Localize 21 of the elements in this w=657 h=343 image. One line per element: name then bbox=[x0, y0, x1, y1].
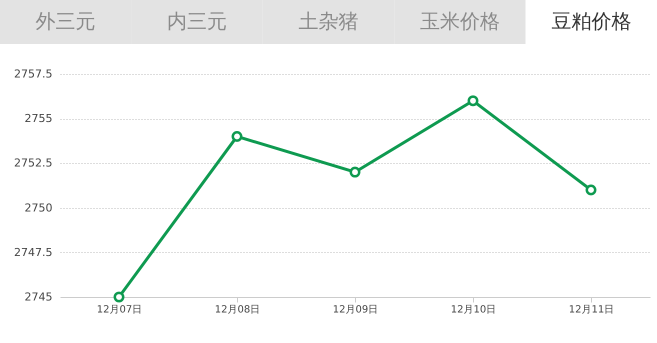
y-tick-label: 2757.5 bbox=[14, 68, 52, 80]
y-tick-label: 2755 bbox=[24, 112, 52, 126]
x-tick-label: 12月10日 bbox=[450, 304, 496, 316]
x-tick-label: 12月11日 bbox=[568, 304, 614, 316]
y-tick-label: 2752.5 bbox=[14, 156, 52, 170]
x-tick-label: 12月08日 bbox=[214, 304, 260, 316]
point bbox=[232, 131, 242, 142]
point bbox=[586, 184, 596, 196]
x-tick-label: 12月07日 bbox=[96, 304, 142, 316]
y-tick-label: 2745 bbox=[24, 290, 52, 304]
y-tick-label: 2750 bbox=[24, 201, 52, 214]
point bbox=[468, 95, 478, 106]
x-tick-label: 12月09日 bbox=[332, 304, 378, 316]
text: 外三元 bbox=[36, 9, 96, 33]
chart-title: 豆粕价格 bbox=[551, 9, 632, 33]
y-tick-label: 2747.5 bbox=[14, 246, 52, 259]
text: 土杂猪 bbox=[298, 9, 358, 33]
point bbox=[114, 292, 124, 302]
text: 内三元 bbox=[167, 9, 228, 33]
text: 玉米价格 bbox=[420, 9, 500, 33]
point bbox=[350, 166, 360, 178]
